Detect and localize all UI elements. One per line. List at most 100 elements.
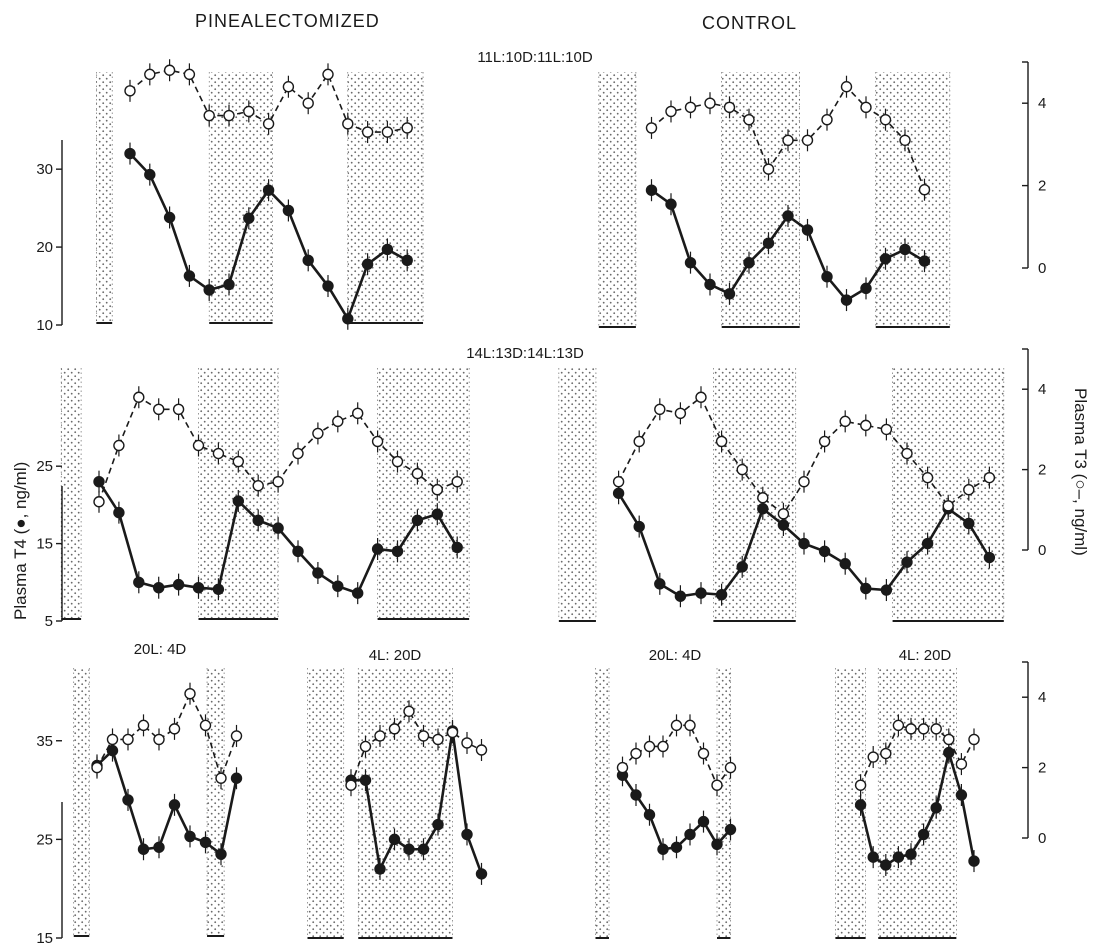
t4-point (630, 789, 642, 801)
t3-tick-label: 2 (1038, 760, 1046, 777)
t4-point (124, 147, 136, 160)
t3-point (133, 391, 145, 403)
t4-point (342, 313, 354, 325)
t3-point (724, 761, 737, 774)
dark-period-1 (307, 668, 344, 937)
t3-point (152, 403, 165, 415)
t3-point (899, 134, 911, 146)
t3-point (777, 508, 790, 520)
t4-point (282, 204, 295, 217)
t4-point (475, 868, 488, 880)
t4-point (168, 799, 181, 811)
t3-series-line (350, 709, 482, 786)
t4-point (322, 280, 334, 292)
t4-series-line (351, 730, 483, 875)
t4-point (839, 558, 851, 570)
t4-point (432, 818, 444, 831)
t4-point (867, 851, 879, 863)
t3-point (322, 68, 334, 81)
t4-point (153, 841, 165, 853)
t3-tick-label: 2 (1038, 178, 1046, 195)
t3-point (332, 415, 344, 428)
t4-point (657, 843, 669, 855)
t4-point (955, 789, 968, 801)
t3-tick-label: 0 (1038, 830, 1046, 847)
t4-point (665, 198, 677, 210)
t3-point (223, 109, 235, 122)
t4-point (332, 580, 344, 592)
t4-point (137, 843, 150, 855)
t3-point (106, 733, 119, 746)
t3-point (391, 455, 404, 468)
t4-point (230, 772, 243, 784)
dark-period-3 (892, 368, 1004, 620)
t4-point (451, 541, 463, 554)
t3-point (633, 435, 645, 448)
heading-control: CONTROL (702, 13, 797, 33)
t4-point (172, 578, 185, 591)
t3-point (230, 730, 243, 742)
dark-period-1 (61, 368, 82, 618)
t4-tick-label: 35 (36, 733, 53, 750)
t3-point (670, 719, 683, 732)
t3-point (657, 740, 669, 753)
t4-point (243, 212, 255, 224)
t4-series-line (96, 748, 238, 857)
t3-point (302, 97, 314, 109)
t3-point (461, 737, 473, 749)
t4-tick-label: 10 (36, 317, 53, 334)
panel-row2-control: 0 2 4 (558, 348, 1046, 622)
t3-point (723, 101, 736, 114)
t3-point (352, 407, 364, 420)
t4-point (905, 848, 917, 860)
t4-point (232, 495, 245, 507)
t3-point (630, 747, 642, 760)
t4-point (818, 545, 831, 558)
dark-period-2 (207, 668, 225, 935)
dark-period-3 (875, 72, 950, 326)
t4-point (401, 254, 413, 267)
t3-point (345, 779, 357, 791)
t3-point (905, 723, 917, 735)
t4-point (704, 278, 716, 291)
t3-tick-label: 0 (1038, 542, 1046, 559)
t4-point (633, 520, 645, 533)
t3-point (388, 723, 401, 735)
t3-point (475, 744, 488, 756)
t4-point (417, 843, 430, 855)
t4-point (199, 836, 212, 849)
t4-point (684, 256, 697, 269)
t3-point (880, 747, 892, 760)
t4-point (215, 848, 227, 860)
t4-point (782, 210, 794, 222)
panel-row1-pinealectomized: 11L:10D:11L:10D 10 20 30 (36, 49, 593, 334)
t4-point (695, 587, 707, 599)
condition-label: 14L:13D:14L:13D (466, 345, 584, 362)
condition-label: 4L: 20D (369, 647, 422, 664)
t4-point (670, 841, 683, 853)
panel-row1-control: 0 2 4 (598, 61, 1046, 328)
t4-point (921, 537, 934, 550)
t4-point (252, 514, 264, 527)
t3-point (867, 751, 879, 763)
t3-point (403, 705, 415, 717)
t3-point (983, 471, 996, 484)
t4-point (743, 256, 755, 269)
t4-point (391, 545, 404, 558)
t3-point (432, 733, 444, 746)
t4-tick-label: 15 (36, 930, 53, 947)
t3-point (199, 719, 212, 732)
dark-period-2 (878, 668, 957, 937)
t3-point (381, 126, 394, 138)
t4-point (697, 815, 710, 828)
t3-point (643, 740, 656, 753)
t4-tick-label: 30 (36, 161, 53, 178)
t4-point (860, 282, 872, 295)
y-axis-label-t4: Plasma T4 (●, ng/ml) (11, 462, 30, 620)
t4-point (918, 255, 931, 267)
t3-point (917, 723, 930, 735)
t4-point (674, 590, 687, 602)
panel-row3-control-4L20D: 4L: 20D 0 2 4 (835, 647, 1046, 939)
t3-point (674, 407, 687, 420)
